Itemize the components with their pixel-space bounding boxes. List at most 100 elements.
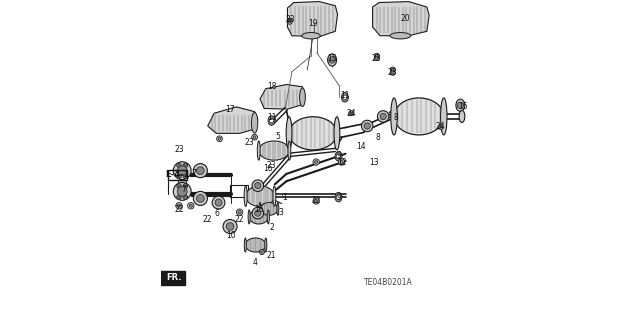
- Text: 1: 1: [282, 193, 287, 202]
- Circle shape: [339, 159, 345, 165]
- Circle shape: [177, 195, 181, 199]
- Ellipse shape: [268, 210, 269, 224]
- Ellipse shape: [394, 98, 444, 135]
- Text: 15: 15: [327, 54, 337, 63]
- Circle shape: [392, 68, 394, 71]
- Ellipse shape: [300, 88, 305, 107]
- Circle shape: [255, 210, 261, 216]
- Circle shape: [196, 167, 204, 174]
- Polygon shape: [372, 2, 429, 36]
- Ellipse shape: [244, 238, 246, 252]
- Text: 18: 18: [267, 82, 276, 91]
- Circle shape: [255, 182, 261, 189]
- Circle shape: [350, 112, 353, 115]
- Polygon shape: [208, 107, 258, 133]
- Text: 23: 23: [174, 145, 184, 154]
- Circle shape: [223, 219, 237, 234]
- Ellipse shape: [456, 99, 465, 111]
- Circle shape: [218, 137, 221, 140]
- Ellipse shape: [286, 117, 292, 150]
- Circle shape: [226, 223, 234, 230]
- Circle shape: [183, 163, 188, 167]
- Text: 16: 16: [254, 205, 264, 214]
- Circle shape: [177, 204, 180, 207]
- Circle shape: [336, 195, 340, 199]
- Circle shape: [340, 160, 343, 164]
- Polygon shape: [152, 271, 161, 285]
- Ellipse shape: [265, 238, 267, 252]
- Ellipse shape: [440, 98, 447, 135]
- Circle shape: [184, 185, 186, 187]
- Circle shape: [176, 203, 182, 209]
- Circle shape: [376, 57, 378, 59]
- Circle shape: [177, 187, 187, 196]
- Polygon shape: [161, 271, 186, 285]
- Text: 22: 22: [174, 205, 184, 214]
- Text: TE04B0201A: TE04B0201A: [364, 278, 413, 287]
- Circle shape: [215, 199, 222, 206]
- Circle shape: [196, 195, 204, 202]
- Circle shape: [378, 111, 389, 122]
- Circle shape: [313, 198, 319, 204]
- Text: 19: 19: [308, 19, 318, 28]
- Circle shape: [177, 184, 181, 188]
- Circle shape: [315, 199, 318, 203]
- Ellipse shape: [273, 186, 276, 206]
- Circle shape: [238, 211, 241, 214]
- Circle shape: [178, 185, 180, 187]
- Circle shape: [178, 175, 180, 177]
- Text: 20: 20: [401, 14, 410, 23]
- Circle shape: [313, 159, 319, 165]
- Ellipse shape: [289, 117, 337, 150]
- Ellipse shape: [252, 113, 258, 133]
- Text: 4: 4: [253, 258, 258, 267]
- Circle shape: [178, 164, 180, 167]
- Text: 11: 11: [267, 113, 276, 122]
- Circle shape: [236, 209, 243, 215]
- Text: 12: 12: [337, 158, 346, 167]
- Circle shape: [289, 19, 291, 22]
- Ellipse shape: [249, 210, 268, 224]
- Text: FR.: FR.: [166, 273, 182, 282]
- Ellipse shape: [277, 203, 279, 215]
- Text: 7: 7: [181, 185, 186, 194]
- Circle shape: [252, 207, 264, 219]
- Text: 23: 23: [388, 68, 397, 77]
- Circle shape: [177, 166, 187, 175]
- Circle shape: [193, 164, 207, 178]
- Circle shape: [253, 136, 256, 138]
- Circle shape: [287, 19, 292, 24]
- Ellipse shape: [257, 141, 260, 160]
- Circle shape: [374, 53, 380, 58]
- Circle shape: [177, 163, 181, 167]
- Text: 22: 22: [203, 215, 212, 224]
- Ellipse shape: [268, 116, 275, 125]
- Text: 10: 10: [226, 231, 236, 240]
- Circle shape: [183, 184, 188, 188]
- Text: 23: 23: [286, 15, 296, 24]
- Circle shape: [212, 196, 225, 209]
- Text: 7: 7: [191, 169, 196, 178]
- Ellipse shape: [335, 192, 342, 202]
- Circle shape: [260, 251, 263, 253]
- Circle shape: [183, 174, 188, 179]
- Text: 17: 17: [225, 105, 235, 114]
- Text: 23: 23: [267, 161, 276, 170]
- Bar: [230, 185, 248, 197]
- Ellipse shape: [328, 54, 337, 66]
- Text: 24: 24: [346, 109, 356, 118]
- Ellipse shape: [288, 141, 291, 160]
- Ellipse shape: [248, 210, 250, 224]
- Circle shape: [315, 160, 318, 164]
- Circle shape: [287, 18, 292, 23]
- Circle shape: [177, 174, 181, 179]
- Text: 13: 13: [369, 158, 378, 167]
- Ellipse shape: [244, 186, 247, 206]
- Circle shape: [189, 204, 193, 207]
- Text: 23: 23: [372, 54, 381, 63]
- Ellipse shape: [334, 117, 340, 150]
- Text: 2: 2: [269, 223, 274, 232]
- Circle shape: [252, 134, 257, 140]
- Polygon shape: [260, 85, 305, 109]
- Circle shape: [364, 123, 371, 129]
